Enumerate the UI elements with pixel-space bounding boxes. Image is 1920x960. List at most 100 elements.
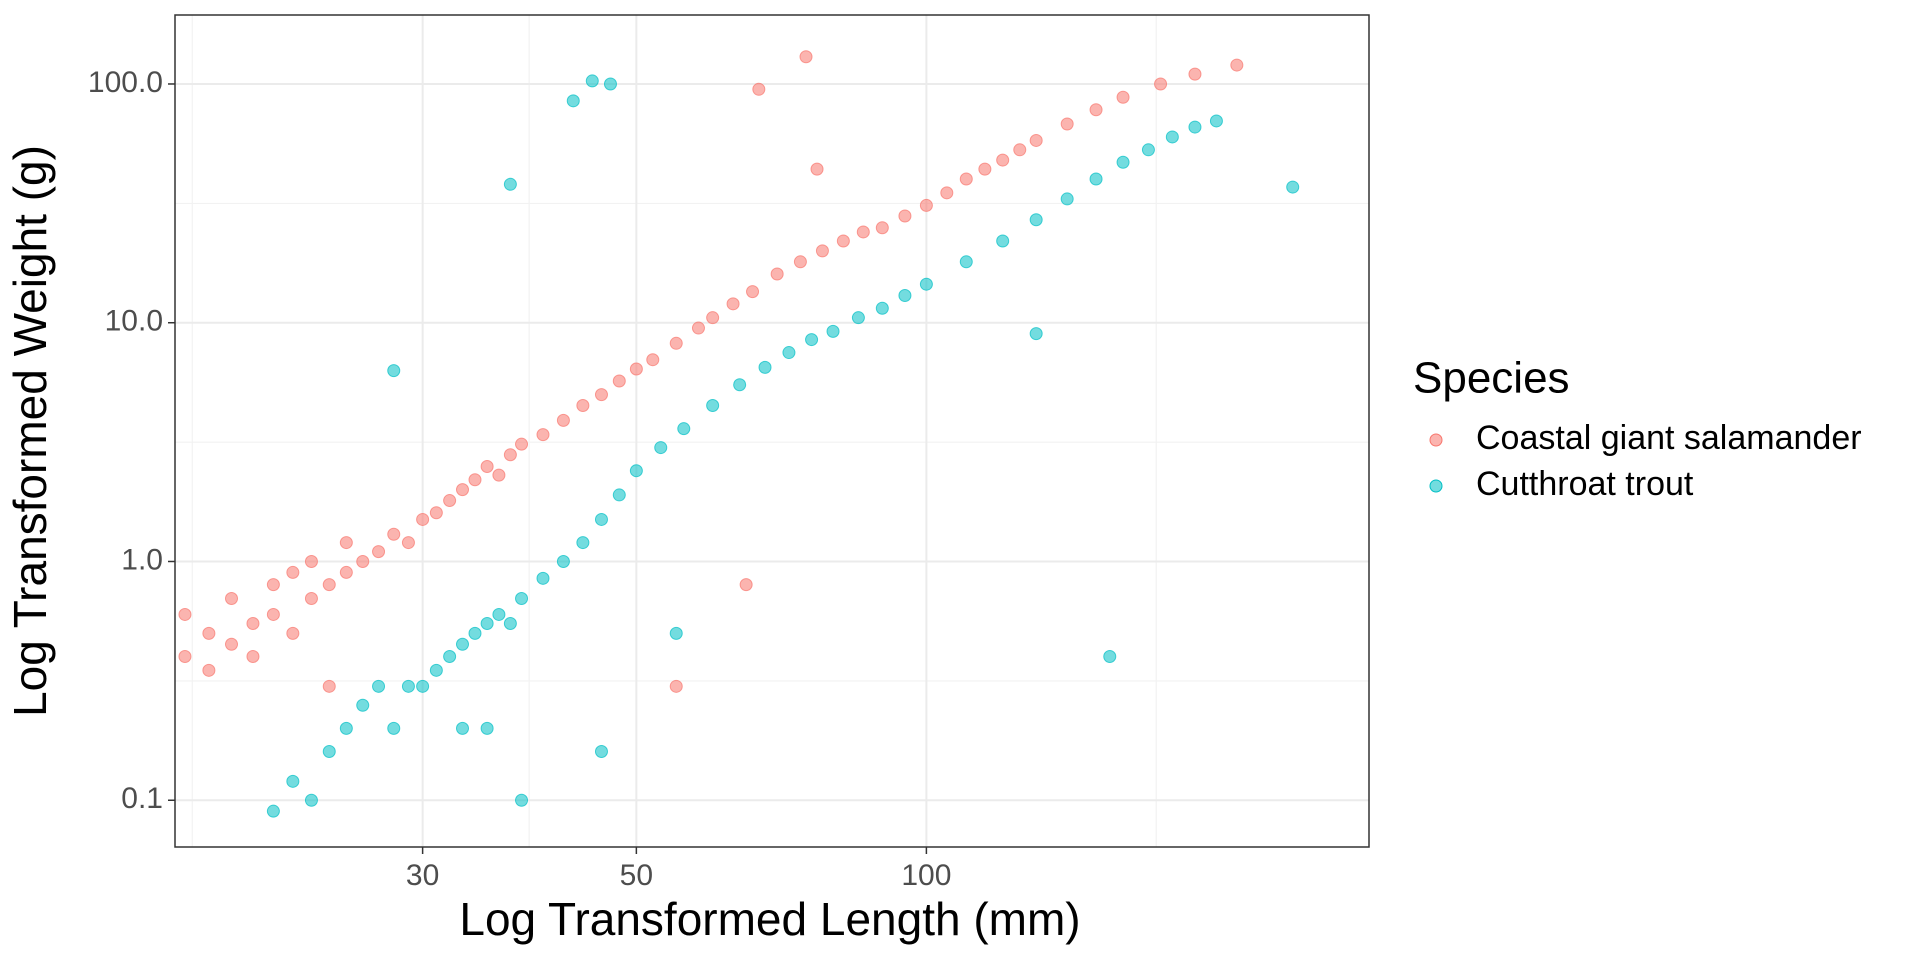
point <box>996 234 1010 248</box>
point <box>468 626 482 640</box>
point <box>515 437 529 451</box>
point <box>556 413 570 427</box>
y-tick-label: 10.0 <box>105 305 163 338</box>
legend-title: Species <box>1413 354 1570 403</box>
point <box>401 679 415 693</box>
point <box>793 255 807 269</box>
point <box>1188 67 1202 81</box>
point <box>566 94 580 108</box>
point <box>387 527 401 541</box>
point <box>1188 120 1202 134</box>
point <box>996 153 1010 167</box>
point <box>654 441 668 455</box>
point <box>339 565 353 579</box>
point <box>752 82 766 96</box>
point <box>1165 130 1179 144</box>
point <box>646 353 660 367</box>
point <box>677 422 691 436</box>
point <box>443 649 457 663</box>
point <box>826 324 840 338</box>
point <box>815 244 829 258</box>
point <box>733 378 747 392</box>
point <box>1103 649 1117 663</box>
point <box>799 50 813 64</box>
point <box>612 488 626 502</box>
point <box>669 679 683 693</box>
point <box>401 536 415 550</box>
point <box>416 512 430 526</box>
point <box>536 428 550 442</box>
point <box>246 616 260 630</box>
point <box>959 172 973 186</box>
point <box>919 198 933 212</box>
point <box>1089 103 1103 117</box>
point <box>1154 77 1168 91</box>
point <box>836 234 850 248</box>
plot-area <box>175 15 1369 847</box>
point <box>322 679 336 693</box>
point <box>503 177 517 191</box>
point <box>1029 213 1043 227</box>
point <box>1230 58 1244 72</box>
point <box>178 649 192 663</box>
point <box>556 554 570 568</box>
point <box>629 362 643 376</box>
point <box>202 626 216 640</box>
point <box>856 225 870 239</box>
point <box>746 285 760 299</box>
x-axis-title: Log Transformed Length (mm) <box>459 893 1080 945</box>
point <box>480 616 494 630</box>
point <box>726 297 740 311</box>
point <box>480 459 494 473</box>
legend-marker <box>1429 433 1443 447</box>
point <box>286 774 300 788</box>
point <box>875 221 889 235</box>
point <box>810 162 824 176</box>
point <box>739 578 753 592</box>
point <box>1060 117 1074 131</box>
point <box>429 506 443 520</box>
point <box>443 494 457 508</box>
point <box>503 448 517 462</box>
point <box>225 637 239 651</box>
point <box>1089 172 1103 186</box>
point <box>246 649 260 663</box>
point <box>416 679 430 693</box>
point <box>576 399 590 413</box>
point <box>304 554 318 568</box>
point <box>851 311 865 325</box>
point <box>898 209 912 223</box>
x-tick-label: 50 <box>620 859 653 892</box>
point <box>456 637 470 651</box>
point <box>1029 133 1043 147</box>
point <box>178 607 192 621</box>
point <box>1116 90 1130 104</box>
point <box>387 721 401 735</box>
point <box>758 360 772 374</box>
point <box>1116 155 1130 169</box>
point <box>978 162 992 176</box>
point <box>456 721 470 735</box>
point <box>266 804 280 818</box>
point <box>594 745 608 759</box>
point <box>322 745 336 759</box>
plot-border <box>174 14 1370 848</box>
point <box>515 793 529 807</box>
point <box>480 721 494 735</box>
point <box>603 77 617 91</box>
point <box>594 388 608 402</box>
point <box>468 473 482 487</box>
point <box>456 483 470 497</box>
point <box>770 267 784 281</box>
point <box>536 571 550 585</box>
point <box>1141 143 1155 157</box>
point <box>356 554 370 568</box>
point <box>1209 114 1223 128</box>
point <box>1286 180 1300 194</box>
point <box>202 663 216 677</box>
point <box>875 301 889 315</box>
point <box>959 255 973 269</box>
point <box>898 289 912 303</box>
point <box>576 536 590 550</box>
point <box>503 616 517 630</box>
